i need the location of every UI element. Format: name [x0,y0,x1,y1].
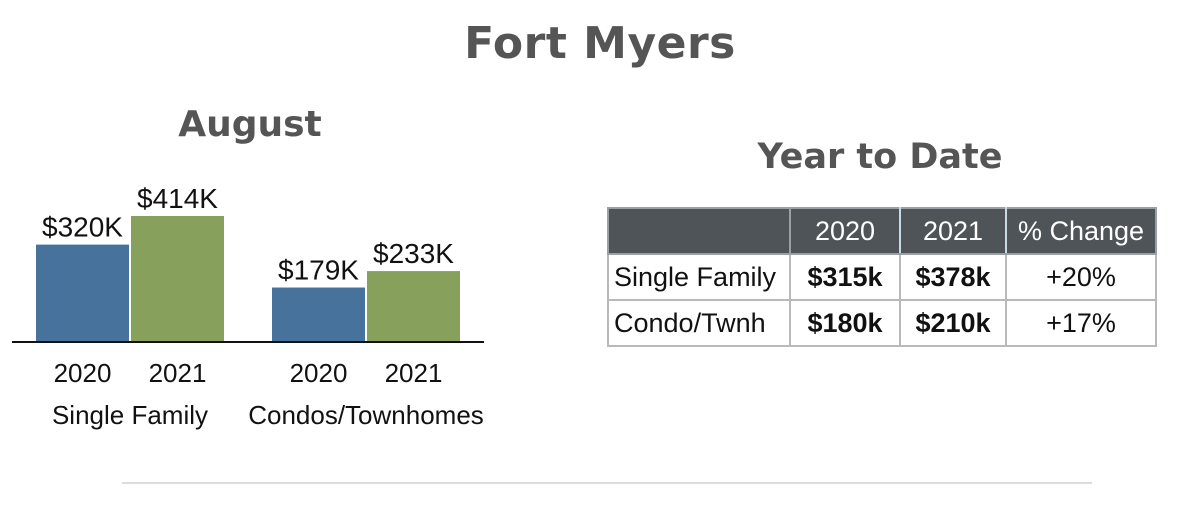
bar-value-label: $414K [137,183,218,214]
category-tick-label: 2021 [149,358,207,388]
ytd-header-row: 2020 2021 % Change [607,207,1157,255]
page-title: Fort Myers [464,18,736,69]
bar-1-1 [367,271,460,342]
bar-value-label: $320K [42,212,123,243]
bar-value-label: $179K [278,255,359,286]
divider [122,482,1092,484]
row-label: Single Family [607,253,791,301]
ytd-header-change: % Change [1005,207,1157,255]
cell-change: +20% [1005,253,1157,301]
cell-2020: $180k [789,299,901,347]
ytd-title: Year to Date [757,137,1003,177]
ytd-header-2020: 2020 [789,207,901,255]
table-row: Single Family $315k $378k +20% [607,253,1157,301]
category-tick-label: 2020 [54,358,112,388]
category-tick-label: 2020 [290,358,348,388]
cell-2021: $210k [899,299,1007,347]
group-label: Single Family [52,400,208,430]
bar-0-1 [131,216,224,342]
august-bar-chart: $320K 2020 $414K 2021 Single Family $179K 2020… [12,183,484,430]
group-label: Condos/Townhomes [248,400,484,430]
august-chart-title: August [178,104,322,145]
table-row: Condo/Twnh $180k $210k +17% [607,299,1157,347]
bar-0-0 [36,244,129,342]
cell-2021: $378k [899,253,1007,301]
ytd-table: 2020 2021 % Change Single Family $315k $… [607,207,1157,347]
ytd-header-blank [607,207,791,255]
cell-2020: $315k [789,253,901,301]
bar-1-0 [272,287,365,342]
cell-change: +17% [1005,299,1157,347]
row-label: Condo/Twnh [607,299,791,347]
category-tick-label: 2021 [385,358,443,388]
ytd-header-2021: 2021 [899,207,1007,255]
bar-value-label: $233K [373,238,454,269]
